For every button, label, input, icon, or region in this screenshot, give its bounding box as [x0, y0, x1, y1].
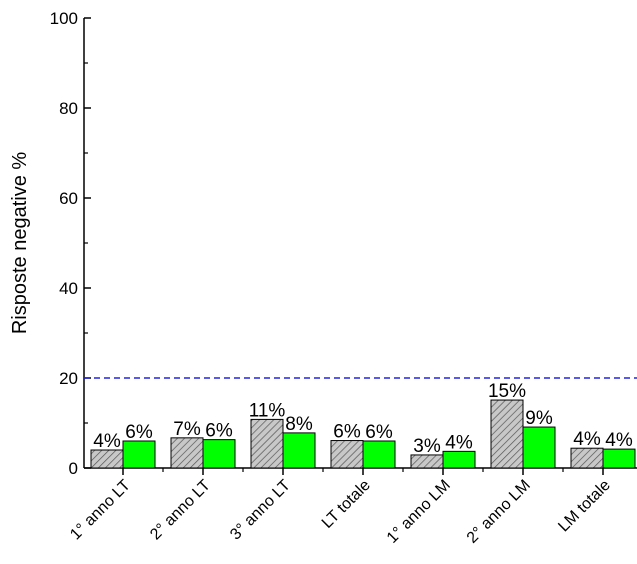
y-axis-title: Risposte negative %	[9, 152, 31, 335]
data-label-series-2: 6%	[125, 422, 153, 443]
bar-series-1	[490, 399, 524, 469]
x-category-label: 1° anno LT	[67, 477, 134, 544]
y-tick-label: 20	[59, 369, 78, 388]
data-label-series-2: 8%	[285, 414, 313, 435]
data-label-series-1: 11%	[249, 400, 286, 421]
x-category-label: 2° anno LM	[464, 477, 534, 547]
data-label-series-1: 3%	[413, 436, 441, 457]
x-category-label: 3° anno LT	[227, 477, 294, 544]
bar-series-2	[362, 440, 396, 469]
bar-series-1	[90, 449, 124, 469]
data-label-series-2: 6%	[365, 422, 393, 443]
data-label-series-1: 7%	[173, 419, 201, 440]
y-tick-label: 40	[59, 279, 78, 298]
data-label-series-1: 6%	[333, 422, 361, 443]
x-category-label: 1° anno LM	[384, 477, 454, 547]
data-label-series-1: 15%	[488, 381, 526, 402]
bar-series-1	[250, 418, 284, 469]
y-tick-label: 100	[50, 9, 78, 28]
y-tick-label: 80	[59, 99, 78, 118]
data-label-series-2: 6%	[205, 421, 233, 442]
bar-series-2	[122, 440, 156, 469]
data-label-series-1: 4%	[93, 431, 121, 452]
data-label-series-2: 4%	[605, 430, 633, 451]
bar-series-2	[282, 432, 316, 469]
y-tick-label: 60	[59, 189, 78, 208]
bar-series-2	[442, 450, 476, 469]
bar-series-1	[570, 447, 604, 469]
x-category-label: 2° anno LT	[147, 477, 214, 544]
y-tick-label: 0	[69, 459, 78, 478]
bar-series-2	[202, 439, 236, 469]
x-category-label: LT totale	[319, 477, 374, 532]
bar-series-1	[170, 437, 204, 469]
data-label-series-1: 4%	[573, 429, 601, 450]
data-label-series-2: 9%	[525, 408, 553, 429]
bar-series-1	[330, 440, 364, 469]
data-label-series-2: 4%	[445, 432, 473, 453]
bar-series-2	[522, 426, 556, 469]
bar-series-2	[602, 448, 636, 469]
x-category-label: LM totale	[555, 477, 614, 536]
